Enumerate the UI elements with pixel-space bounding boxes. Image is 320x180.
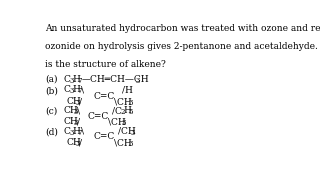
- Text: 7: 7: [78, 129, 82, 137]
- Text: \: \: [77, 106, 80, 115]
- Text: 7: 7: [78, 77, 82, 85]
- Text: CH: CH: [64, 106, 78, 115]
- Text: /CH: /CH: [118, 127, 136, 136]
- Text: 3: 3: [69, 87, 74, 95]
- Text: 3: 3: [74, 108, 78, 116]
- Text: 2: 2: [121, 108, 125, 116]
- Text: (b): (b): [45, 86, 58, 95]
- Text: 3: 3: [128, 99, 132, 107]
- Text: C: C: [64, 85, 70, 94]
- Text: H: H: [124, 106, 132, 115]
- Text: H: H: [73, 127, 81, 136]
- Text: 3: 3: [122, 119, 126, 127]
- Text: is the structure of alkene?: is the structure of alkene?: [45, 60, 166, 69]
- Text: 3: 3: [69, 77, 74, 85]
- Text: ozonide on hydrolysis gives 2-pentanone and acetaldehyde. What: ozonide on hydrolysis gives 2-pentanone …: [45, 42, 320, 51]
- Text: \: \: [81, 127, 84, 136]
- Text: /: /: [79, 97, 82, 106]
- Text: (d): (d): [45, 128, 58, 137]
- Text: (a): (a): [45, 75, 58, 84]
- Text: 5: 5: [129, 108, 133, 116]
- Text: \CH: \CH: [115, 138, 132, 147]
- Text: C=C: C=C: [93, 92, 115, 101]
- Text: C: C: [64, 127, 70, 136]
- Text: /: /: [77, 117, 80, 126]
- Text: (c): (c): [45, 107, 57, 116]
- Text: \CH: \CH: [108, 117, 126, 126]
- Text: \CH: \CH: [115, 97, 132, 106]
- Text: CH: CH: [66, 138, 81, 147]
- Text: 3: 3: [69, 129, 74, 137]
- Text: /H: /H: [122, 85, 133, 94]
- Text: 3: 3: [128, 140, 132, 148]
- Text: —CH═CH—CH: —CH═CH—CH: [81, 75, 149, 84]
- Text: 3: 3: [76, 99, 80, 107]
- Text: 3: 3: [130, 129, 134, 137]
- Text: H: H: [73, 75, 81, 84]
- Text: /: /: [79, 138, 82, 147]
- Text: C=C: C=C: [93, 132, 115, 141]
- Text: 3: 3: [74, 119, 78, 127]
- Text: /C: /C: [112, 106, 122, 115]
- Text: An unsaturated hydrocarbon was treated with ozone and resulting: An unsaturated hydrocarbon was treated w…: [45, 24, 320, 33]
- Text: C: C: [64, 75, 70, 84]
- Text: C=C: C=C: [87, 112, 108, 121]
- Text: \: \: [81, 85, 84, 94]
- Text: H: H: [73, 85, 81, 94]
- Text: 3: 3: [135, 77, 140, 85]
- Text: 3: 3: [76, 140, 80, 148]
- Text: 7: 7: [78, 87, 82, 95]
- Text: CH: CH: [66, 97, 81, 106]
- Text: CH: CH: [64, 117, 78, 126]
